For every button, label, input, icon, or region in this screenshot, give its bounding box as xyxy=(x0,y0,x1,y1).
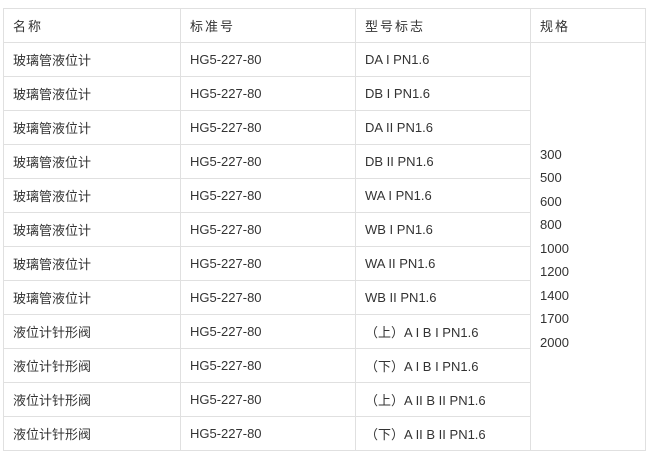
spec-value: 300 xyxy=(540,146,562,162)
cell-model: WA I PN1.6 xyxy=(355,178,531,213)
table-row: 玻璃管液位计 HG5-227-80 DA II PN1.6 xyxy=(3,110,646,145)
cell-standard: HG5-227-80 xyxy=(180,76,356,111)
table-row: 液位计针形阀 HG5-227-80 （上）A II B II PN1.6 xyxy=(3,382,646,417)
spec-value: 1200 xyxy=(540,264,569,280)
cell-name: 液位计针形阀 xyxy=(3,348,181,383)
spec-value: 1000 xyxy=(540,240,569,256)
cell-spec-list: 300 500 600 800 1000 1200 1400 1700 2000 xyxy=(530,42,646,451)
cell-model: DA II PN1.6 xyxy=(355,110,531,145)
cell-standard: HG5-227-80 xyxy=(180,348,356,383)
cell-name: 液位计针形阀 xyxy=(3,314,181,349)
table-row: 玻璃管液位计 HG5-227-80 WB II PN1.6 xyxy=(3,280,646,315)
spec-value: 2000 xyxy=(540,334,569,350)
cell-name: 玻璃管液位计 xyxy=(3,144,181,179)
cell-standard: HG5-227-80 xyxy=(180,178,356,213)
header-model: 型号标志 xyxy=(355,8,531,43)
table-row: 液位计针形阀 HG5-227-80 （下）A I B I PN1.6 xyxy=(3,348,646,383)
cell-model: （下）A II B II PN1.6 xyxy=(355,416,531,451)
table-row: 玻璃管液位计 HG5-227-80 DB II PN1.6 xyxy=(3,144,646,179)
cell-name: 玻璃管液位计 xyxy=(3,246,181,281)
spec-value: 1400 xyxy=(540,287,569,303)
cell-standard: HG5-227-80 xyxy=(180,42,356,77)
cell-model: （上）A I B I PN1.6 xyxy=(355,314,531,349)
cell-standard: HG5-227-80 xyxy=(180,246,356,281)
cell-model: WB II PN1.6 xyxy=(355,280,531,315)
cell-standard: HG5-227-80 xyxy=(180,280,356,315)
cell-name: 玻璃管液位计 xyxy=(3,178,181,213)
cell-standard: HG5-227-80 xyxy=(180,110,356,145)
cell-model: DA I PN1.6 xyxy=(355,42,531,77)
cell-name: 玻璃管液位计 xyxy=(3,76,181,111)
cell-model: （上）A II B II PN1.6 xyxy=(355,382,531,417)
spec-value: 600 xyxy=(540,193,562,209)
cell-name: 玻璃管液位计 xyxy=(3,110,181,145)
header-spec: 规格 xyxy=(530,8,646,43)
table-row: 玻璃管液位计 HG5-227-80 WA II PN1.6 xyxy=(3,246,646,281)
table-row: 液位计针形阀 HG5-227-80 （上）A I B I PN1.6 xyxy=(3,314,646,349)
table-row: 玻璃管液位计 HG5-227-80 WB I PN1.6 xyxy=(3,212,646,247)
spec-value: 1700 xyxy=(540,311,569,327)
cell-name: 玻璃管液位计 xyxy=(3,280,181,315)
cell-standard: HG5-227-80 xyxy=(180,382,356,417)
table-row: 玻璃管液位计 HG5-227-80 WA I PN1.6 xyxy=(3,178,646,213)
cell-standard: HG5-227-80 xyxy=(180,212,356,247)
spec-table: 名称 标准号 型号标志 规格 玻璃管液位计 HG5-227-80 DA I PN1.… xyxy=(3,8,646,451)
cell-standard: HG5-227-80 xyxy=(180,144,356,179)
cell-model: WB I PN1.6 xyxy=(355,212,531,247)
header-row: 名称 标准号 型号标志 规格 xyxy=(3,8,646,43)
cell-model: WA II PN1.6 xyxy=(355,246,531,281)
table-row: 液位计针形阀 HG5-227-80 （下）A II B II PN1.6 xyxy=(3,416,646,451)
cell-name: 玻璃管液位计 xyxy=(3,212,181,247)
spec-value: 800 xyxy=(540,217,562,233)
table-row: 玻璃管液位计 HG5-227-80 DA I PN1.6 300 500 600 800 10… xyxy=(3,42,646,451)
cell-model: DB II PN1.6 xyxy=(355,144,531,179)
header-name: 名称 xyxy=(3,8,181,43)
spec-value: 500 xyxy=(540,170,562,186)
cell-name: 液位计针形阀 xyxy=(3,382,181,417)
cell-name: 玻璃管液位计 xyxy=(3,42,181,77)
header-standard: 标准号 xyxy=(180,8,356,43)
cell-name: 液位计针形阀 xyxy=(3,416,181,451)
cell-model: （下）A I B I PN1.6 xyxy=(355,348,531,383)
cell-standard: HG5-227-80 xyxy=(180,314,356,349)
table-row: 玻璃管液位计 HG5-227-80 DB I PN1.6 xyxy=(3,76,646,111)
cell-model: DB I PN1.6 xyxy=(355,76,531,111)
cell-standard: HG5-227-80 xyxy=(180,416,356,451)
